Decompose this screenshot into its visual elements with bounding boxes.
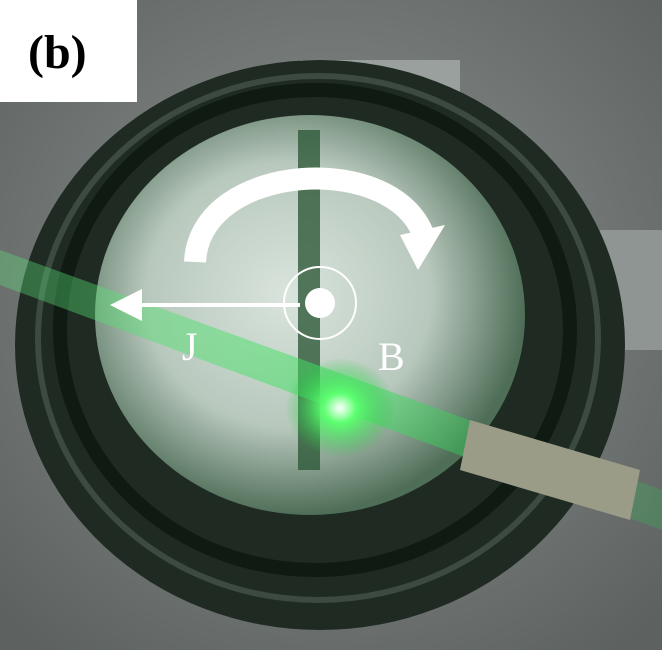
figure: J B (b) (0, 0, 662, 650)
current-label: J (182, 324, 198, 369)
field-label: B (378, 334, 405, 379)
panel-label: (b) (28, 26, 87, 79)
page: J B (b) (() => { const data = JSON.parse… (0, 0, 662, 650)
field-dot (305, 288, 335, 318)
